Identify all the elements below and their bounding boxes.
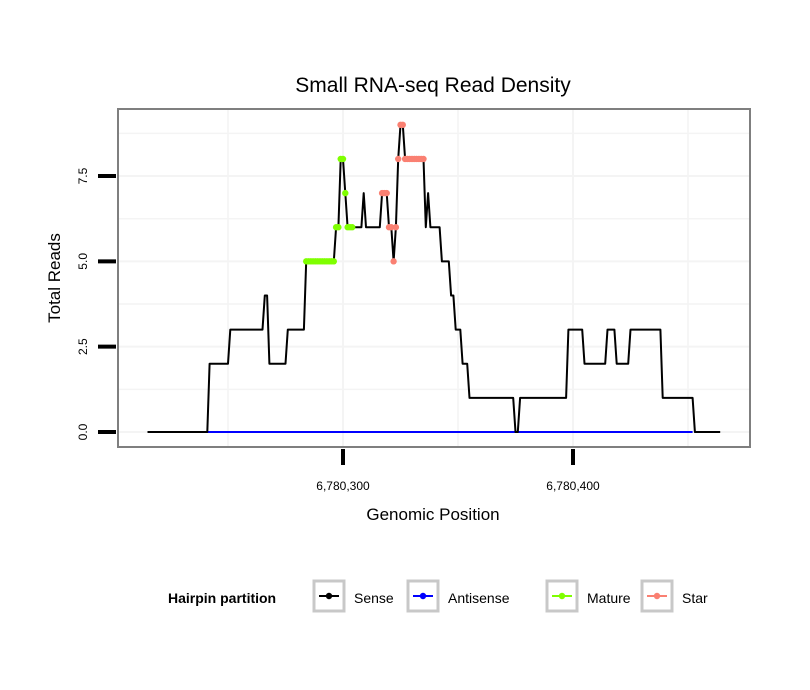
data-point-mature [339, 155, 347, 163]
legend-entry-mature: Mature [545, 579, 631, 613]
y-tick-label: 7.5 [76, 167, 90, 184]
chart-title: Small RNA-seq Read Density [295, 74, 571, 97]
y-tick-label: 2.5 [76, 338, 90, 355]
series-layer [147, 121, 721, 433]
panel-border [117, 108, 751, 448]
legend-label: Mature [587, 590, 631, 606]
y-axis: 0.0 2.5 5.0 7.5 [76, 167, 116, 440]
legend-entry-sense: Sense [312, 579, 394, 613]
legend-key-point [325, 592, 333, 600]
legend-key-point [653, 592, 661, 600]
data-point-star [420, 155, 427, 163]
data-point-mature [349, 224, 356, 231]
series-line-sense [147, 123, 721, 433]
y-tick-label: 5.0 [76, 253, 90, 270]
legend-label: Sense [354, 590, 394, 606]
data-point-star [399, 121, 406, 129]
legend-title: Hairpin partition [168, 590, 276, 606]
legend: Hairpin partition Sense Antisense Mature St… [168, 579, 708, 613]
x-axis: 6,780,300 6,780,400 [316, 449, 600, 493]
data-point-star [388, 224, 395, 231]
plot-panel [117, 108, 751, 448]
data-point-star [392, 224, 400, 231]
legend-entry-star: Star [640, 579, 708, 613]
legend-label: Antisense [448, 590, 510, 606]
data-point-star [395, 155, 402, 163]
y-tick-label: 0.0 [76, 423, 90, 440]
data-point-mature [330, 258, 337, 265]
legend-key-point [558, 592, 566, 600]
x-tick-label: 6,780,400 [546, 479, 600, 493]
legend-key-point [419, 592, 427, 600]
data-point-mature [342, 189, 349, 197]
x-tick-label: 6,780,300 [316, 479, 370, 493]
legend-label: Star [682, 590, 708, 606]
data-point-star [383, 189, 390, 197]
x-axis-title: Genomic Position [366, 505, 499, 524]
data-point-mature [335, 224, 342, 231]
y-axis-title: Total Reads [45, 233, 64, 323]
legend-entry-antisense: Antisense [406, 579, 510, 613]
panel-background [118, 109, 750, 447]
data-point-star [390, 258, 397, 265]
